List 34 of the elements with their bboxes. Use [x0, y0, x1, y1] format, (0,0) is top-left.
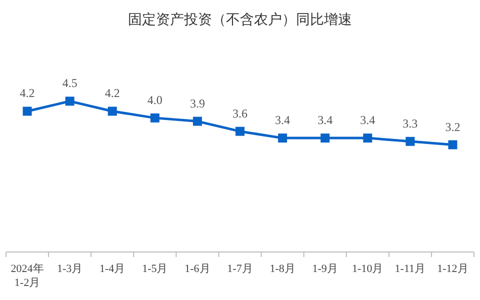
x-tick-label: 1-12月 [437, 263, 468, 275]
x-tick-label: 2024年1-2月 [10, 263, 44, 289]
data-label: 3.9 [190, 96, 205, 110]
point [108, 106, 117, 116]
point [192, 116, 202, 126]
data-label: 4.0 [147, 92, 162, 107]
point [448, 140, 458, 150]
x-tick-label: 1-8月 [270, 263, 296, 275]
point [22, 106, 32, 116]
point [406, 136, 415, 146]
point [150, 113, 160, 122]
x-tick-label: 1-4月 [100, 263, 126, 275]
x-tick-label: 1-7月 [227, 263, 253, 275]
data-label: 3.6 [232, 106, 248, 120]
data-label: 3.3 [402, 116, 418, 130]
data-label: 4.2 [104, 86, 120, 100]
x-tick-label: 1-5月 [142, 263, 168, 275]
x-tick-label: 1-10月 [352, 263, 384, 275]
point [363, 134, 372, 143]
point [65, 96, 74, 106]
x-tick-label: 1-3月 [56, 263, 83, 275]
data-label: 3.4 [275, 113, 290, 128]
x-tick-label: 1-11月 [394, 263, 426, 275]
data-label: 4.2 [20, 86, 35, 100]
data-label: 3.2 [445, 120, 460, 134]
x-tick-label: 1-9月 [312, 263, 338, 275]
point [236, 126, 244, 136]
data-label: 3.4 [318, 113, 333, 128]
chart-title: 固定资产投资（不含农户）同比增速 [128, 12, 352, 28]
data-label: 3.4 [360, 113, 376, 128]
x-tick-label: 1-6月 [184, 263, 210, 275]
point [278, 134, 288, 143]
point [320, 134, 330, 143]
data-label: 4.5 [62, 76, 78, 90]
